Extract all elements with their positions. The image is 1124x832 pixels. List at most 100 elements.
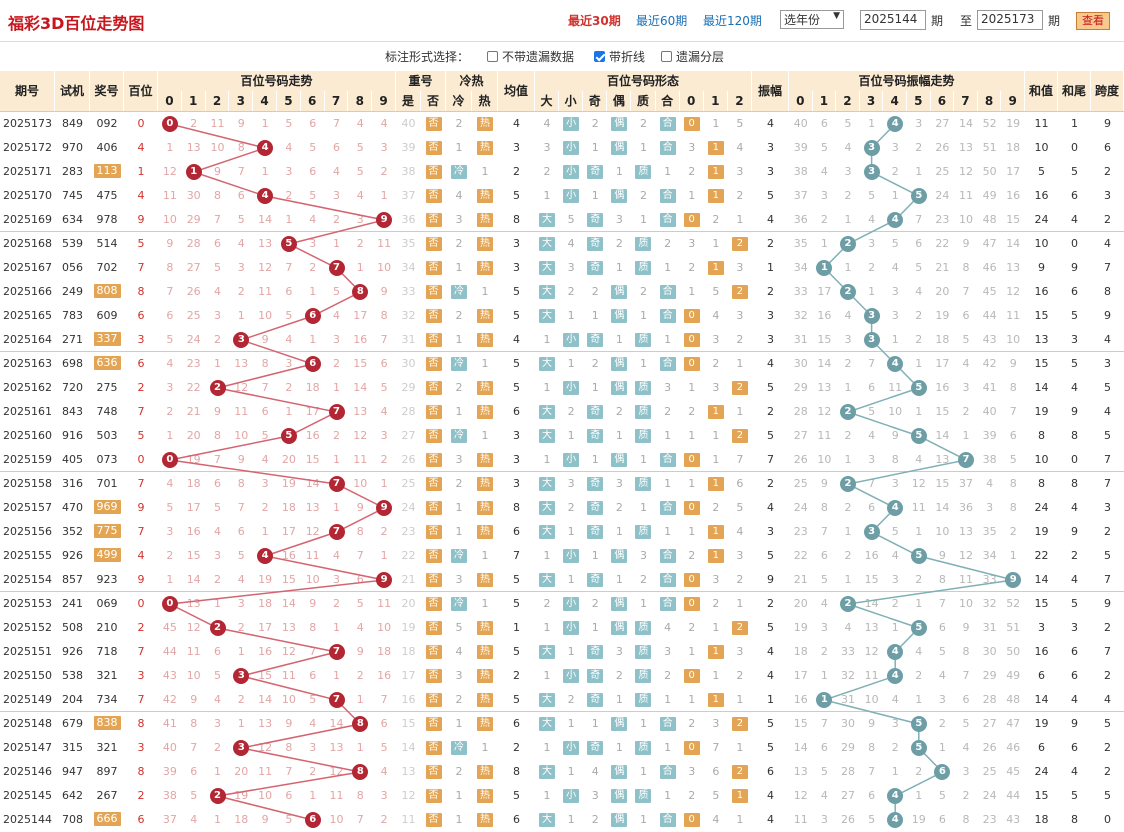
shape-cell: 偶: [607, 544, 631, 568]
trial-cell: 204: [62, 693, 83, 706]
year-select[interactable]: 选年份 ▼: [780, 10, 844, 29]
from-issue-input[interactable]: 2025144: [860, 10, 926, 30]
shape-badge: 质: [635, 237, 652, 251]
avg-cell: 3: [513, 453, 520, 466]
amp-miss-cell: 1: [844, 261, 852, 274]
hundreds-cell: 3: [137, 333, 145, 346]
amp-miss-cell: 1: [915, 357, 923, 370]
amp-miss-cell: 28: [840, 765, 855, 778]
column-issue[interactable]: 期号: [0, 71, 55, 111]
option-layered[interactable]: 遗漏分层: [661, 48, 724, 65]
amp-miss-cell: 4: [844, 141, 852, 154]
range-120-link[interactable]: 最近120期: [703, 14, 762, 28]
shape-cell: 奇: [583, 472, 607, 496]
repeat-yes-cell: 14: [401, 741, 416, 754]
trend-miss-cell: 7: [213, 453, 221, 466]
trial-cell: 926: [62, 549, 83, 562]
amp-miss-cell: 39: [982, 429, 997, 442]
route-badge: 2: [731, 237, 748, 251]
shape-cell: 1: [664, 477, 672, 490]
to-issue-input[interactable]: 2025173: [977, 10, 1043, 30]
amp-miss-cell: 19: [935, 309, 950, 322]
route-cell: 2: [688, 717, 696, 730]
amp-cell: 7: [767, 453, 774, 466]
trend-miss-cell: 1: [237, 645, 245, 658]
view-button[interactable]: 查看: [1076, 12, 1110, 30]
trend-miss-cell: 5: [309, 693, 317, 706]
shape-cell: 合: [656, 760, 680, 784]
shape-cell: 质: [631, 376, 655, 400]
amp-miss-cell: 12: [958, 549, 973, 562]
trend-miss-cell: 10: [258, 309, 273, 322]
sum-cell: 14: [1034, 693, 1049, 706]
row-divider: [0, 711, 1124, 712]
route-cell: 2: [712, 357, 720, 370]
repeat-no-cell: 否: [421, 640, 446, 664]
trend-miss-cell: 2: [332, 213, 340, 226]
checkbox-icon[interactable]: [487, 51, 498, 62]
trend-miss-cell: 2: [261, 501, 269, 514]
route-cell: 2: [728, 424, 752, 448]
shape-cell: 偶: [607, 136, 631, 160]
hundreds-ball: 1: [185, 164, 202, 180]
trend-miss-cell: 11: [353, 453, 368, 466]
repeat-yes-cell: 24: [401, 501, 416, 514]
route-cell: 2: [736, 573, 744, 586]
checkbox-checked-icon[interactable]: [594, 51, 605, 62]
prize-group-badge: 499: [93, 548, 121, 562]
shape-badge: 奇: [587, 693, 604, 707]
avg-cell: 5: [513, 789, 520, 802]
route-badge: 2: [731, 717, 748, 731]
issue-cell: 2025170: [3, 189, 52, 202]
route-cell: 1: [704, 688, 728, 712]
trend-miss-cell: 2: [166, 549, 174, 562]
tail-cell: 3: [1071, 621, 1078, 634]
prize-cell: 267: [96, 789, 118, 802]
route-badge: 1: [707, 165, 724, 179]
amp-ball: 5: [910, 740, 927, 756]
shape-badge: 大: [539, 573, 556, 587]
sum-cell: 24: [1034, 213, 1049, 226]
shape-badge: 合: [659, 309, 676, 323]
amp-miss-cell: 5: [820, 765, 828, 778]
trend-miss-cell: 7: [356, 549, 364, 562]
shape-badge: 奇: [587, 525, 604, 539]
hundreds-cell: 2: [137, 381, 145, 394]
avg-cell: 4: [513, 117, 520, 130]
shape-badge: 大: [539, 645, 556, 659]
shape-cell: 合: [656, 712, 680, 736]
shape-cell: 1: [639, 717, 647, 730]
amp-miss-cell: 6: [962, 693, 970, 706]
repeat-no-badge: 否: [425, 765, 442, 779]
shape-badge: 大: [539, 477, 556, 491]
range-30-link[interactable]: 最近30期: [568, 14, 621, 28]
amp-miss-cell: 5: [962, 717, 970, 730]
option-polyline[interactable]: 带折线: [594, 48, 645, 65]
checkbox-icon[interactable]: [661, 51, 672, 62]
route-cell: 0: [680, 808, 704, 832]
option-no-missing[interactable]: 不带遗漏数据: [487, 48, 574, 65]
amp-miss-cell: 4: [844, 309, 852, 322]
trend-miss-cell: 14: [258, 213, 273, 226]
amp-miss-cell: 6: [938, 813, 946, 826]
amp-miss-cell: 10: [864, 693, 879, 706]
trend-miss-cell: 1: [380, 189, 388, 202]
tail-cell: 4: [1071, 213, 1078, 226]
hundreds-cell: 0: [137, 597, 145, 610]
trend-miss-cell: 13: [258, 237, 273, 250]
route-badge: 2: [731, 765, 748, 779]
repeat-no-badge: 否: [425, 501, 442, 515]
shape-cell: 1: [615, 693, 623, 706]
prize-cell: 702: [96, 261, 118, 274]
cold-cell: 1: [455, 525, 463, 538]
span-cell: 5: [1104, 549, 1111, 562]
shape-cell: 偶: [607, 808, 631, 832]
hundreds-cell: 9: [137, 213, 145, 226]
shape-cell: 2: [615, 669, 623, 682]
shape-header-small: 小: [559, 91, 584, 111]
trend-miss-cell: 5: [190, 789, 198, 802]
trend-miss-cell: 9: [309, 597, 317, 610]
range-60-link[interactable]: 最近60期: [636, 14, 688, 28]
trend-miss-cell: 1: [285, 405, 293, 418]
route-cell: 2: [688, 789, 696, 802]
